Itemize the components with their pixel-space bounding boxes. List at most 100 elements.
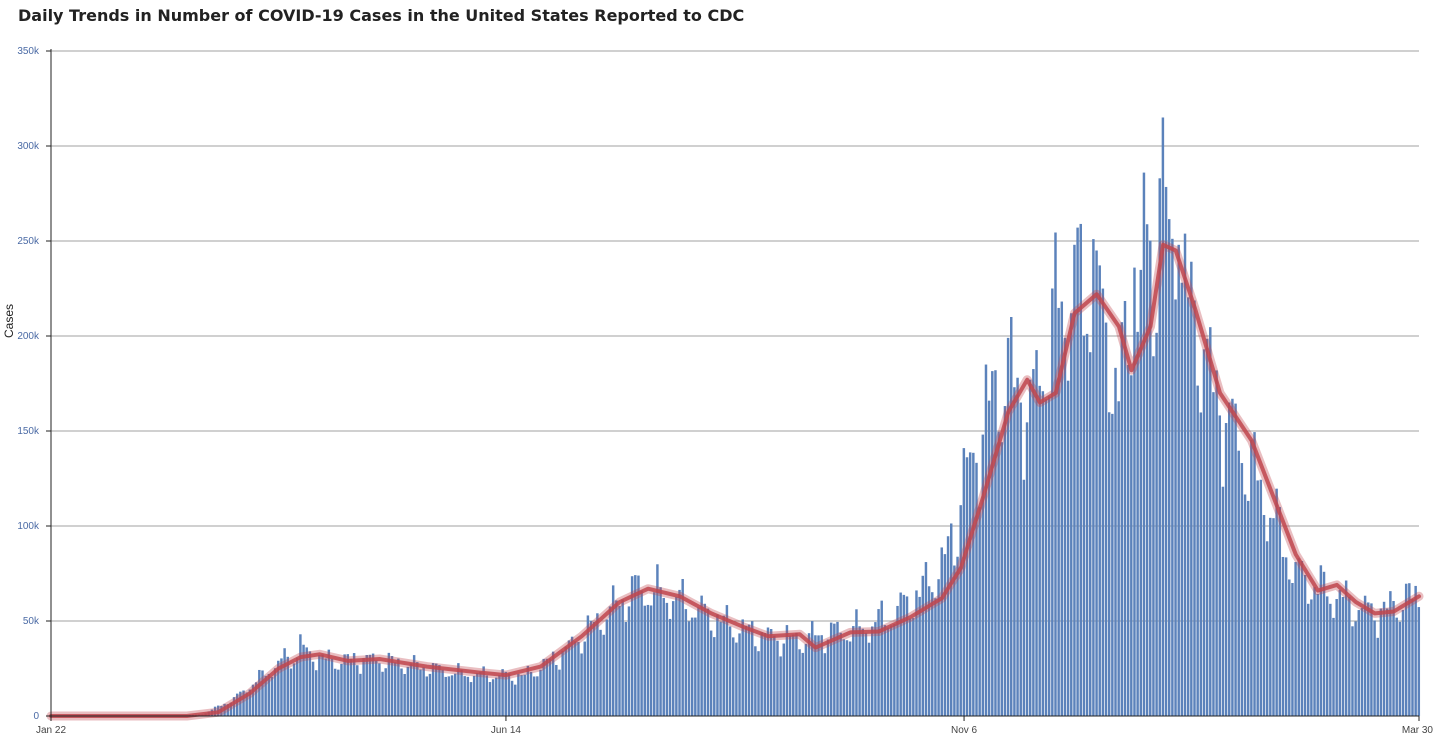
- bar: [583, 641, 586, 716]
- bar: [630, 576, 634, 716]
- bar: [1231, 398, 1234, 716]
- bar: [555, 664, 558, 716]
- bar: [1139, 269, 1143, 716]
- bar: [289, 668, 293, 716]
- bar: [381, 671, 384, 716]
- bar: [412, 655, 416, 716]
- bar: [1171, 238, 1174, 716]
- bar: [1344, 580, 1348, 716]
- bar: [1095, 250, 1098, 716]
- bar: [1212, 392, 1215, 716]
- bar: [795, 632, 798, 716]
- bar: [943, 554, 947, 716]
- bar: [1319, 565, 1323, 716]
- bar: [453, 673, 457, 716]
- bar: [1322, 571, 1326, 716]
- bar: [646, 604, 650, 716]
- bar: [507, 673, 511, 716]
- bar: [899, 592, 902, 716]
- bar: [337, 669, 340, 716]
- bar: [1243, 494, 1247, 716]
- bar: [469, 682, 473, 716]
- bar: [273, 668, 277, 716]
- bar: [1114, 367, 1117, 716]
- bar: [1373, 620, 1376, 716]
- bar: [390, 656, 394, 716]
- bar: [681, 578, 684, 716]
- bar: [605, 619, 609, 716]
- bar: [460, 669, 463, 716]
- bar: [277, 660, 280, 716]
- bar: [950, 523, 953, 716]
- bar: [1411, 599, 1414, 716]
- bar: [1281, 556, 1285, 716]
- bar: [937, 579, 940, 716]
- bar: [523, 674, 526, 716]
- bar: [280, 658, 283, 716]
- bar: [1038, 385, 1041, 716]
- bar: [728, 626, 732, 716]
- bar: [1000, 442, 1004, 716]
- bar: [327, 649, 331, 716]
- bar: [599, 629, 602, 716]
- bar: [1092, 239, 1095, 716]
- bar: [425, 676, 428, 716]
- bar: [1310, 599, 1313, 716]
- bar: [956, 556, 959, 716]
- bar: [1275, 488, 1278, 716]
- bar: [1060, 301, 1064, 716]
- bar: [968, 452, 972, 716]
- bar: [1284, 557, 1288, 716]
- bar: [1149, 240, 1152, 716]
- bar: [1221, 486, 1225, 716]
- y-tick-label: 300k: [17, 141, 40, 152]
- bar: [694, 617, 697, 716]
- bar: [624, 622, 628, 716]
- bar: [1193, 300, 1196, 716]
- bar: [690, 617, 694, 716]
- bar: [1417, 607, 1421, 716]
- bar: [634, 575, 637, 716]
- bar: [463, 676, 466, 716]
- bar: [545, 658, 549, 716]
- bar: [343, 654, 346, 716]
- bar: [962, 448, 966, 716]
- bar: [1376, 637, 1379, 716]
- bar: [893, 624, 896, 716]
- bar: [1272, 518, 1275, 716]
- bar: [264, 675, 267, 716]
- bar: [1117, 401, 1120, 716]
- bar: [744, 625, 748, 716]
- bar: [1325, 596, 1329, 716]
- bar: [254, 682, 258, 716]
- x-tick-label: Jan 22: [36, 725, 66, 736]
- bar: [792, 634, 795, 716]
- bar: [374, 660, 378, 716]
- bar: [520, 675, 523, 716]
- bar: [735, 642, 738, 716]
- bar: [1256, 480, 1259, 716]
- bar: [675, 596, 678, 716]
- bar: [668, 618, 672, 716]
- bar: [1174, 299, 1177, 716]
- bar: [510, 680, 514, 716]
- bar: [229, 702, 233, 716]
- bar: [450, 675, 454, 716]
- bar: [346, 654, 350, 716]
- bar: [908, 618, 912, 716]
- bar: [416, 662, 419, 716]
- bar: [441, 669, 444, 716]
- bar: [1307, 603, 1310, 716]
- bar: [896, 605, 899, 716]
- bar: [359, 673, 362, 716]
- bar: [931, 592, 934, 716]
- bar: [804, 643, 808, 716]
- bar: [1404, 583, 1408, 716]
- bar: [1401, 609, 1405, 716]
- bar: [1016, 377, 1019, 716]
- bar: [1370, 603, 1373, 716]
- bar: [602, 634, 605, 716]
- bar: [362, 658, 365, 716]
- bar: [371, 653, 375, 716]
- chart-title: Daily Trends in Number of COVID-19 Cases…: [18, 6, 745, 25]
